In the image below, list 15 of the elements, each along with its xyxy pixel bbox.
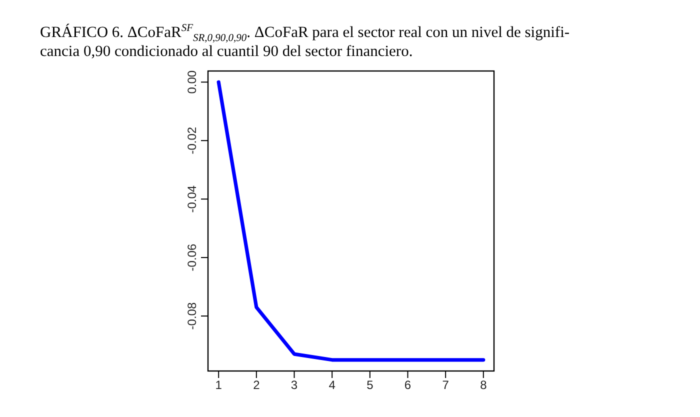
x-tick-label: 5 [366,378,374,392]
x-tick-label: 3 [290,378,298,392]
x-tick-label: 1 [215,378,222,392]
chart-title: GRÁFICO 6. ΔCoFaR$^{SF}$$_{SR,0,90,0,90}$. ΔCoFaR para el sector real con un nivel de signifi- cancia 0,90 condicionado al cuantil 90 del sector financiero. [40,23,570,60]
line-series [216,80,486,362]
x-tick-label: 2 [253,378,260,392]
y-tick-label: -0.06 [185,244,199,272]
x-tick-label: 7 [442,378,450,392]
x-tick-label: 8 [480,378,488,392]
x-tick-label: 6 [404,378,412,392]
y-tick-label: -0.04 [185,185,199,213]
y-tick-label: -0.08 [185,302,199,330]
x-tick-label: 4 [328,378,336,392]
y-tick-label: 0.00 [185,70,199,94]
y-tick-label: -0.02 [185,126,199,154]
